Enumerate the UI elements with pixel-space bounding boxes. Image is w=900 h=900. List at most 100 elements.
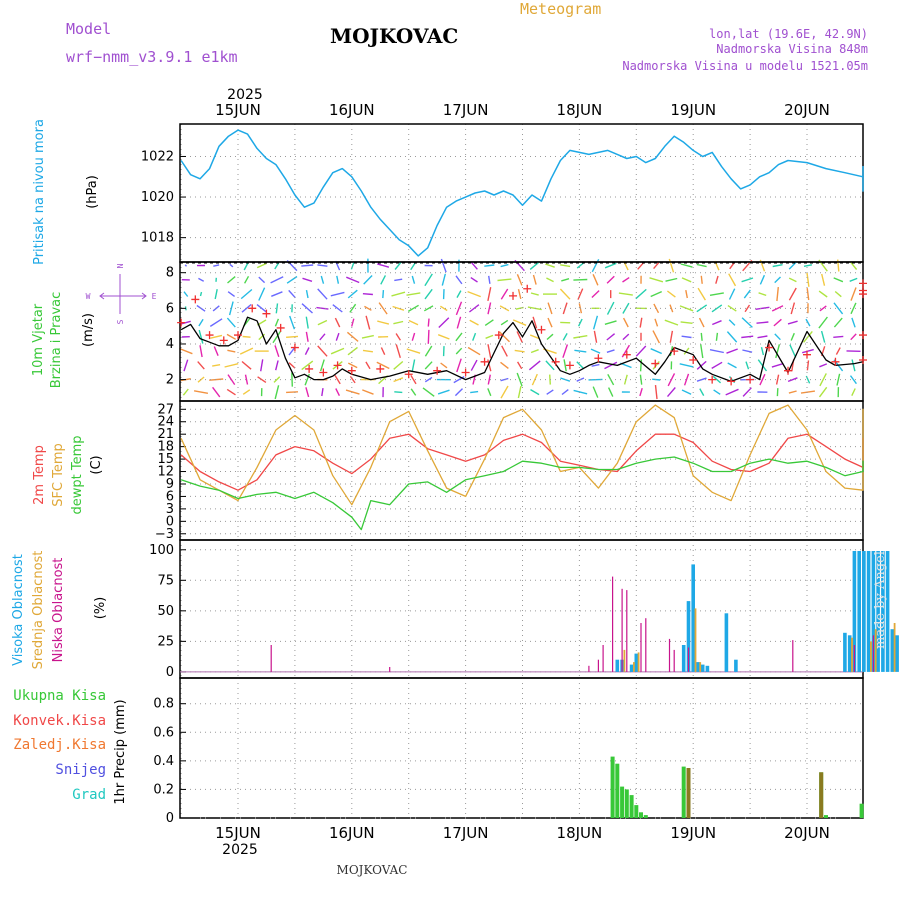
wind-arrow <box>468 304 480 313</box>
compass-north: N <box>116 263 125 268</box>
wind-arrow <box>757 335 768 339</box>
wind-arrow <box>664 319 679 326</box>
station-elevation: Nadmorska Visina 848m <box>716 42 868 56</box>
wind-arrow <box>851 388 856 396</box>
pressure-ylabels: Pritisak na nivou mora (hPa) <box>32 119 100 265</box>
wind-arrow <box>455 332 463 342</box>
wind-arrow <box>301 264 314 267</box>
wind-arrow <box>806 272 810 287</box>
wind-arrow <box>652 330 661 344</box>
gust-marker <box>622 350 631 359</box>
wind-arrow <box>788 261 797 270</box>
wind-arrow <box>395 333 401 341</box>
wind-arrow <box>212 364 221 367</box>
gust-marker <box>551 357 560 366</box>
wind-arrow <box>500 385 509 399</box>
wind-arrow <box>742 387 752 397</box>
pressure-tick-label: 1020 <box>141 190 174 205</box>
low-cloud-bar <box>389 667 391 672</box>
dewpt-ylabel: dewpt Temp <box>70 435 85 514</box>
wind-arrow <box>319 333 326 341</box>
year-label-bottom: 2025 <box>222 842 258 858</box>
wind-arrow <box>305 316 309 329</box>
cloud-tick-label: 50 <box>157 604 174 619</box>
temp-tick-label: 24 <box>157 415 174 430</box>
wind-arrow <box>378 302 388 315</box>
wind-arrow <box>242 335 251 338</box>
gust-marker <box>262 309 271 318</box>
wind-arrow <box>199 291 203 297</box>
wind-arrow <box>317 264 328 267</box>
model-elevation: Nadmorska Visina u modelu 1521.05m <box>622 59 868 73</box>
wind-arrow <box>528 360 541 371</box>
wind-arrow <box>393 377 404 383</box>
mid-cloud-bar <box>874 629 877 672</box>
wind-arrow <box>545 360 555 371</box>
wind-arrow <box>363 275 373 285</box>
wind-arrow <box>487 302 492 315</box>
day-label-bottom: 19JUN <box>670 824 716 842</box>
high-cloud-bar <box>681 645 686 672</box>
gust-marker <box>859 356 867 365</box>
wind-arrow <box>241 360 252 370</box>
total-rain-bar <box>681 766 686 818</box>
gust-marker <box>433 366 442 375</box>
wind-arrow <box>198 277 205 282</box>
wind-arrow <box>516 372 523 387</box>
wind-arrow <box>183 359 189 372</box>
high-cloud-bar <box>852 551 857 672</box>
gust-marker <box>480 357 489 366</box>
wind-arrow <box>500 361 509 369</box>
wind-arrow <box>573 389 588 395</box>
precip-tick-label: 0 <box>166 811 174 826</box>
wind-arrow <box>546 389 554 395</box>
pressure-tick-label: 1022 <box>141 149 174 164</box>
wind-arrow <box>455 275 463 285</box>
wind-arrow <box>289 315 296 330</box>
wind-arrow <box>639 387 643 397</box>
low-cloud-bar <box>626 590 628 672</box>
gust-marker <box>248 304 257 313</box>
day-label-top: 16JUN <box>329 101 375 119</box>
wind-arrow <box>819 305 827 312</box>
wind-arrow <box>270 276 284 284</box>
temp-unit: (C) <box>89 455 104 474</box>
wind-arrow <box>316 306 329 310</box>
wind-arrow <box>260 359 264 372</box>
wind-arrow <box>590 348 601 354</box>
gust-marker <box>219 336 228 345</box>
wind-arrow <box>833 335 844 338</box>
wind-arrow <box>467 290 481 298</box>
wind-arrow <box>275 303 279 314</box>
wind-arrow <box>484 264 495 267</box>
gust-marker <box>177 318 186 327</box>
wind-arrow <box>512 319 527 326</box>
low-cloud-bar <box>602 645 604 672</box>
wind-arrow <box>726 348 738 354</box>
wind-arrow <box>349 303 357 313</box>
gust-marker <box>765 343 774 352</box>
wind-arrow <box>622 277 630 283</box>
day-label-top: 17JUN <box>443 101 489 119</box>
wind-arrow <box>516 274 523 286</box>
wind-arrow <box>224 363 239 368</box>
low-cloud-bar <box>612 576 614 672</box>
wind-arrow <box>317 345 328 357</box>
wind-panel: 2 4 6 8 <box>166 258 867 402</box>
wind-arrow <box>501 345 508 357</box>
high-cloud-bar <box>876 551 880 672</box>
wind-arrow <box>546 333 554 341</box>
wind-arrow <box>592 315 599 330</box>
wind-arrow <box>604 361 618 370</box>
wind-arrow <box>559 288 571 300</box>
temp2m-line <box>180 433 864 491</box>
gust-marker <box>727 377 736 386</box>
freezing-rain-label: Zaledj.Kisa <box>13 737 106 753</box>
wind-arrow <box>606 349 615 353</box>
wind-arrow <box>345 389 360 395</box>
total-rain-label: Ukupna Kisa <box>13 688 106 704</box>
gust-marker <box>670 347 679 356</box>
wind-arrow <box>406 292 421 296</box>
wind-arrow <box>380 275 387 285</box>
